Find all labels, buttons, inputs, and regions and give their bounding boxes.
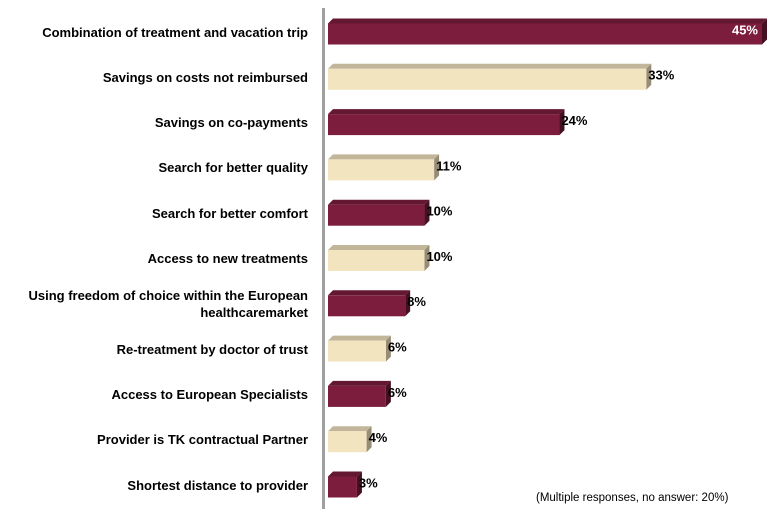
category-label: Savings on costs not reimbursed (102, 69, 308, 85)
value-label: 33% (648, 68, 674, 83)
category-label: Shortest distance to provider (127, 477, 308, 493)
bar-top (328, 109, 565, 115)
bar-top (328, 380, 391, 386)
bar-top (328, 290, 411, 296)
bar-side (424, 199, 430, 226)
bar-side (405, 290, 411, 317)
bar-side (762, 18, 767, 45)
category-label: Re-treatment by doctor of trust (116, 341, 308, 357)
category-label: Provider is TK contractual Partner (97, 432, 308, 448)
bar (328, 295, 406, 317)
bar-top (328, 199, 430, 205)
category-label: Access to European Specialists (111, 386, 308, 402)
value-label: 24% (561, 113, 587, 128)
annotation: (Multiple responses, no answer: 20%) (536, 492, 729, 504)
bar (328, 385, 386, 407)
bar (328, 250, 425, 271)
value-label: 10% (426, 249, 452, 264)
category-label: Savings on co-payments (154, 115, 308, 131)
category-label: Using freedom of choice within the Europ… (28, 287, 308, 320)
bar (328, 114, 560, 136)
bar-side (434, 154, 440, 181)
bar-side (424, 245, 430, 271)
axis-line (322, 8, 325, 509)
bar (328, 68, 647, 90)
value-label: 10% (426, 204, 452, 219)
bar (328, 159, 435, 181)
bar (328, 23, 762, 45)
bar-top (328, 335, 391, 341)
value-label: 45% (732, 22, 758, 37)
category-label: Access to new treatments (147, 251, 308, 266)
value-label: 6% (388, 385, 407, 400)
category-label: Search for better comfort (151, 205, 308, 221)
value-label: 8% (407, 294, 426, 309)
bar-top (328, 245, 430, 250)
bar-side (385, 335, 391, 362)
category-label: Search for better quality (158, 160, 308, 176)
bar-side (559, 109, 565, 136)
value-label: 11% (436, 158, 462, 173)
bar-side (646, 63, 652, 90)
category-label: Combination of treatment and vacation tr… (42, 24, 308, 40)
bar-top (328, 18, 767, 24)
bar-side (356, 471, 362, 498)
bar (328, 340, 386, 362)
bar-side (385, 380, 391, 407)
value-label: 4% (369, 430, 388, 445)
bar (328, 204, 425, 226)
bar-top (328, 154, 440, 160)
bar-side (366, 426, 372, 453)
value-label: 3% (359, 475, 378, 490)
value-label: 6% (388, 340, 407, 355)
bar-top (328, 426, 372, 432)
bar-top (328, 63, 652, 69)
bar (328, 476, 357, 498)
bar (328, 431, 367, 453)
bar-top (328, 471, 362, 477)
